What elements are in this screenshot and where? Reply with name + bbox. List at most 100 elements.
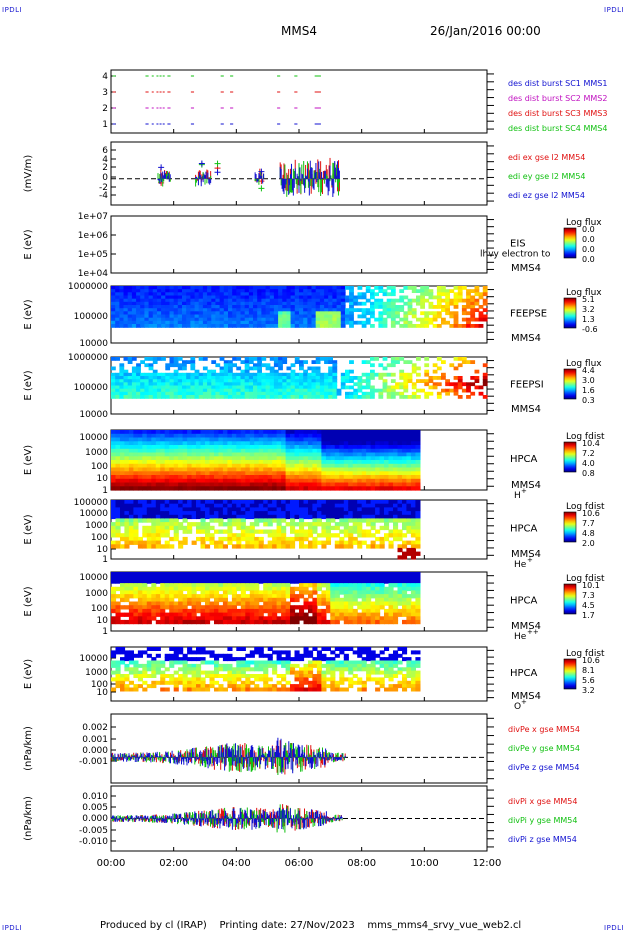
spectro-cell xyxy=(120,586,126,592)
spectro-cell xyxy=(211,376,217,380)
spectro-cell xyxy=(127,324,133,328)
spectro-cell xyxy=(415,430,421,435)
spectro-cell xyxy=(214,467,220,472)
y-tick-label: 10000 xyxy=(79,410,108,420)
spectro-cell xyxy=(366,467,372,472)
spectro-cell xyxy=(290,605,296,610)
spectro-cell xyxy=(124,503,130,508)
spectro-cell xyxy=(249,601,255,606)
spectro-cell xyxy=(165,363,171,368)
spectro-cell xyxy=(119,317,125,322)
spectro-cell xyxy=(361,385,367,390)
spectro-cell xyxy=(290,298,296,303)
spectro-cell xyxy=(231,441,237,446)
spectro-cell xyxy=(119,298,125,303)
spectro-cell xyxy=(249,482,255,487)
spectro-cell xyxy=(272,456,278,461)
spectro-cell xyxy=(219,311,225,316)
spectro-cell xyxy=(366,475,372,480)
spectro-cell xyxy=(222,529,228,534)
spectro-cell xyxy=(131,314,137,319)
spectro-cell xyxy=(164,540,170,545)
spectro-cell xyxy=(285,478,291,484)
spectro-cell xyxy=(115,544,121,549)
spectro-cell xyxy=(222,597,228,603)
spectro-cell xyxy=(285,467,291,472)
spectro-cell xyxy=(303,533,309,538)
spectro-cell xyxy=(128,486,134,491)
spectro-cell xyxy=(111,590,117,595)
spectro-cell xyxy=(258,503,264,508)
spectro-cell xyxy=(187,475,193,480)
spectro-cell xyxy=(209,583,215,588)
spectro-cell xyxy=(249,572,255,577)
spectro-cell xyxy=(321,467,327,472)
spectro-cell xyxy=(286,295,292,300)
spectro-cell xyxy=(223,311,229,316)
spectro-cell xyxy=(366,452,372,457)
spectro-cell xyxy=(290,456,296,461)
spectro-cell xyxy=(276,441,282,446)
spectro-cell xyxy=(330,583,336,588)
spectro-cell xyxy=(173,612,179,617)
spectro-cell xyxy=(343,433,349,439)
spectro-cell xyxy=(169,308,175,312)
efield-cross xyxy=(258,168,265,175)
spectro-cell xyxy=(151,529,157,534)
spectro-cell xyxy=(227,601,233,606)
spectro-cell xyxy=(157,382,162,387)
spectro-cell xyxy=(379,486,385,491)
spectro-cell xyxy=(124,594,130,599)
spectro-cell xyxy=(169,597,175,603)
spectro-cell xyxy=(466,395,471,399)
spectro-cell xyxy=(267,452,273,457)
spectro-cell xyxy=(290,608,296,614)
spectro-cell xyxy=(124,471,130,476)
spectro-cell xyxy=(232,314,237,319)
spectro-cell xyxy=(160,612,166,617)
spectro-cell xyxy=(290,590,296,595)
spectro-cell xyxy=(384,471,390,476)
spectro-cell xyxy=(169,467,175,472)
spectro-cell xyxy=(285,612,291,617)
spectro-cell xyxy=(336,311,342,316)
spectro-cell xyxy=(290,395,296,399)
spectro-cell xyxy=(308,471,314,476)
spectro-cell xyxy=(282,295,288,300)
spectro-cell xyxy=(120,456,126,461)
spectro-cell xyxy=(269,298,275,303)
spectro-cell xyxy=(311,379,317,383)
spectro-cell xyxy=(111,385,116,390)
spectro-cell xyxy=(214,619,220,625)
spectro-cell xyxy=(227,608,233,614)
spectro-cell xyxy=(357,482,363,487)
spectro-cell xyxy=(123,372,129,377)
spectro-cell xyxy=(205,448,211,454)
spectro-cell xyxy=(461,308,467,312)
spectro-cell xyxy=(294,514,300,520)
spectro-cell xyxy=(402,525,408,531)
spectro-cell xyxy=(269,391,275,396)
spectro-cell xyxy=(272,616,278,621)
spectro-cell xyxy=(249,478,255,484)
spectro-cell xyxy=(332,379,338,383)
spectro-cell xyxy=(228,382,233,387)
spectro-cell xyxy=(428,317,434,322)
spectro-cell xyxy=(330,507,336,512)
spectro-cell xyxy=(278,372,283,377)
spectro-cell xyxy=(178,572,184,577)
spectro-cell xyxy=(161,382,166,387)
spectro-cell xyxy=(263,445,269,450)
spectro-cell xyxy=(330,448,336,454)
spectro-cell xyxy=(436,357,442,361)
spectro-cell xyxy=(140,379,145,383)
spectro-cell xyxy=(115,314,120,319)
spectro-cell xyxy=(245,437,251,442)
spectro-cell xyxy=(191,482,197,487)
spectro-cell xyxy=(397,507,403,512)
spectro-cell xyxy=(457,376,463,380)
spectro-cell xyxy=(115,441,121,446)
page-date: 26/Jan/2016 00:00 xyxy=(430,24,541,38)
spectro-cell xyxy=(200,471,206,476)
spectro-cell xyxy=(177,286,183,290)
